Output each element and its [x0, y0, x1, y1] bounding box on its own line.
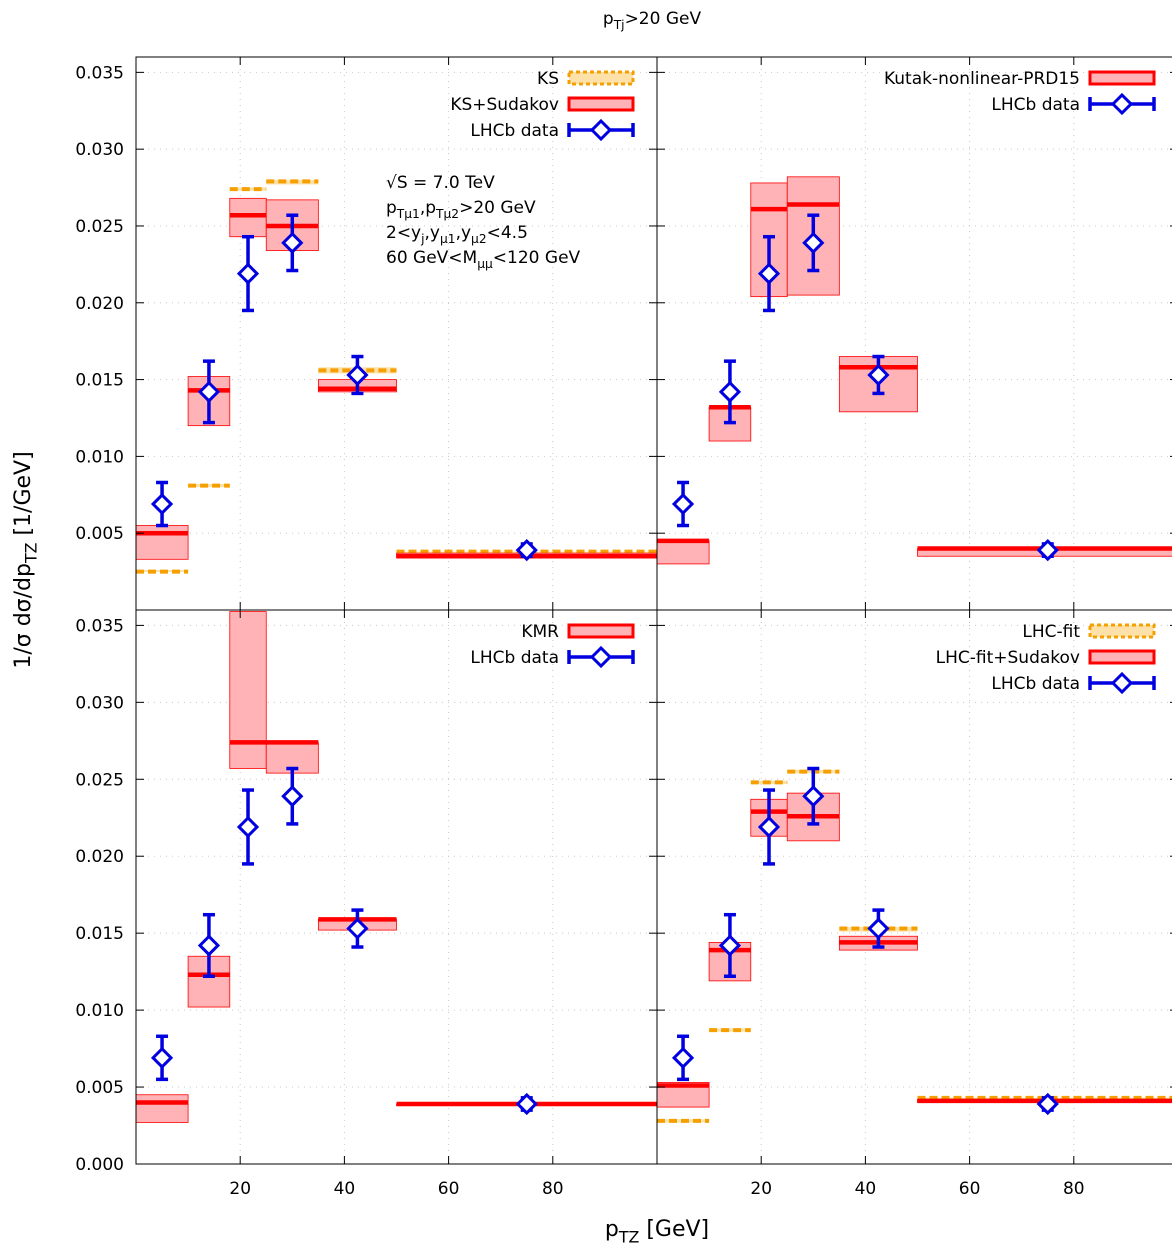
y-tick-label: 0.005 [75, 524, 124, 544]
x-axis-label: pTZ [GeV] [605, 1217, 709, 1243]
y-tick-label: 0.035 [75, 616, 124, 636]
data-point [721, 383, 739, 401]
legend-label: LHCb data [991, 674, 1080, 694]
y-tick-label: 0.015 [75, 924, 124, 944]
band-kmr [230, 612, 266, 769]
y-tick-label: 0.010 [75, 447, 124, 467]
legend-swatch-band [1090, 651, 1154, 663]
legend-swatch-band [1090, 72, 1154, 84]
data-point [239, 818, 257, 836]
panel-frame [136, 57, 657, 610]
data-point [869, 920, 887, 938]
data-point [518, 1095, 536, 1113]
panel-bottom-left [136, 612, 657, 1123]
x-tick-label: 20 [750, 1179, 772, 1199]
data-point [239, 265, 257, 283]
text-layer: pTj>20 GeV pTZ [GeV] 1/σ dσ/dpTZ [1/GeV] 0.… [11, 9, 1154, 1243]
x-tick-label: 40 [855, 1179, 877, 1199]
panel-frame [136, 610, 657, 1164]
x-tick-label: 80 [1063, 1179, 1085, 1199]
x-tick-label: 20 [229, 1179, 251, 1199]
legend-label: KS+Sudakov [450, 95, 559, 115]
band-ks-sudakov [136, 526, 188, 560]
y-tick-label: 0.025 [75, 217, 124, 237]
x-tick-label: 40 [334, 1179, 356, 1199]
data-point [200, 936, 218, 954]
legend-swatch-marker [1113, 95, 1131, 113]
legend-label: LHCb data [470, 648, 559, 668]
legend-label: LHC-fit+Sudakov [936, 648, 1080, 668]
x-tick-label: 60 [959, 1179, 981, 1199]
legend-swatch-marker [592, 121, 610, 139]
y-tick-label: 0.010 [75, 1001, 124, 1021]
panel-frame [657, 57, 1172, 610]
data-point [153, 495, 171, 513]
legend-swatch-marker [592, 648, 610, 666]
x-tick-label: 80 [542, 1179, 564, 1199]
band-kmr [136, 1095, 188, 1123]
legend-label: KS [537, 69, 559, 89]
legend-swatch-marker [1113, 674, 1131, 692]
legend-swatch-band [569, 98, 633, 110]
legend-swatch-dashed [569, 72, 633, 84]
legend-swatch-band [569, 625, 633, 637]
figure-title: pTj>20 GeV [603, 9, 702, 32]
data-point [674, 495, 692, 513]
data-point [674, 1049, 692, 1067]
panel-bottom-right [657, 769, 1172, 1123]
band-ks-sudakov [230, 198, 266, 236]
legend-label: LHCb data [991, 95, 1080, 115]
y-tick-label: 0.020 [75, 847, 124, 867]
y-tick-label: 0.035 [75, 63, 124, 83]
legend-label: LHCb data [470, 121, 559, 141]
annotation-line: √S = 7.0 TeV [386, 173, 495, 193]
x-tick-label: 60 [438, 1179, 460, 1199]
legend-label: Kutak-nonlinear-PRD15 [884, 69, 1080, 89]
y-tick-label: 0.030 [75, 140, 124, 160]
panel-top-right [657, 177, 1172, 564]
legend-swatch-dashed [1090, 625, 1154, 637]
data-point [153, 1049, 171, 1067]
y-axis-label: 1/σ dσ/dpTZ [1/GeV] [11, 451, 41, 668]
data-point [283, 787, 301, 805]
y-tick-label: 0.030 [75, 693, 124, 713]
y-tick-label: 0.000 [75, 1155, 124, 1175]
legend-label: LHC-fit [1022, 622, 1080, 642]
legend-label: KMR [521, 622, 559, 642]
annotation-line: 2<yj,yμ1,yμ2<4.5 [386, 223, 528, 246]
annotation-line: pTμ1,pTμ2>20 GeV [386, 198, 536, 221]
y-tick-label: 0.015 [75, 371, 124, 391]
panel-frame [657, 610, 1172, 1164]
y-tick-label: 0.025 [75, 770, 124, 790]
y-tick-label: 0.005 [75, 1078, 124, 1098]
annotation-line: 60 GeV<Mμμ<120 GeV [386, 248, 581, 271]
band-kutak-nonlinear-prd15 [657, 541, 709, 564]
y-tick-label: 0.020 [75, 294, 124, 314]
